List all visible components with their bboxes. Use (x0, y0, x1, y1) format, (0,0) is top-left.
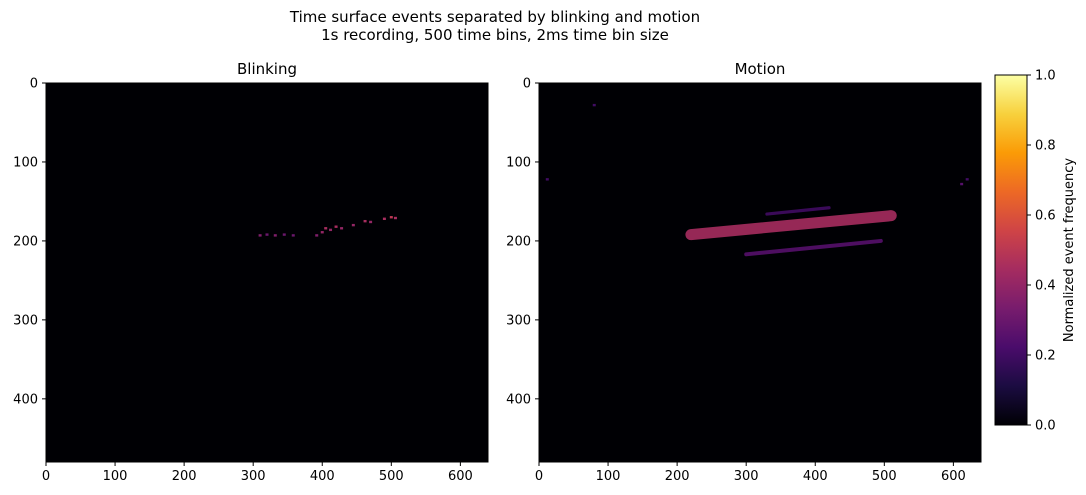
blinking-y-tick-label: 0 (30, 77, 38, 92)
blinking-event-point (258, 234, 262, 237)
motion-event-point (965, 178, 969, 181)
motion-x-tick-label: 600 (941, 469, 966, 484)
figure-title-line1: Time surface events separated by blinkin… (289, 8, 701, 26)
blinking-x-tick-label: 200 (172, 469, 197, 484)
blinking-x-tick-label: 500 (379, 469, 404, 484)
blinking-event-point (282, 233, 286, 236)
motion-y-tick-label: 200 (506, 234, 531, 249)
blinking-event-point (389, 216, 393, 219)
blinking-y-tick-label: 300 (13, 313, 38, 328)
motion-axes-frame (538, 82, 982, 463)
motion-panel: Motion 0 100 200 300 400 500 600 0 100 200 300 400 (506, 60, 982, 484)
colorbar-label: Normalized event frequency (1062, 158, 1077, 343)
blinking-event-point (324, 227, 328, 230)
blinking-axes-frame (45, 82, 489, 463)
colorbar-tick-label: 0.4 (1035, 279, 1056, 294)
blinking-event-point (393, 216, 397, 220)
motion-x-tick-label: 0 (535, 469, 543, 484)
blinking-event-point (320, 231, 324, 234)
colorbar-tick-label: 0.8 (1035, 139, 1056, 154)
blinking-x-tick-label: 600 (448, 469, 473, 484)
colorbar: 0.0 0.2 0.4 0.6 0.8 1.0 Normalized event frequ… (994, 69, 1077, 434)
motion-title: Motion (735, 60, 786, 78)
motion-y-tick-label: 300 (506, 313, 531, 328)
colorbar-tick-label: 1.0 (1035, 69, 1056, 84)
blinking-event-point (291, 234, 295, 237)
blinking-event-point (265, 233, 269, 236)
motion-x-tick-label: 200 (665, 469, 690, 484)
blinking-y-tick-label: 100 (13, 155, 38, 170)
blinking-event-point (315, 234, 319, 237)
motion-y-tick-label: 100 (506, 155, 531, 170)
motion-streak-2 (765, 206, 831, 216)
blinking-title: Blinking (237, 60, 297, 78)
blinking-x-tick-label: 0 (42, 469, 50, 484)
blinking-panel: Blinking 0 100 200 300 400 500 600 0 100 200 300 400 (13, 60, 489, 484)
blinking-x-tick-label: 100 (103, 469, 128, 484)
colorbar-frame (994, 74, 1028, 426)
blinking-event-point (351, 223, 355, 227)
motion-x-tick-label: 100 (596, 469, 621, 484)
motion-y-tick-label: 0 (523, 77, 531, 92)
blinking-event-point (329, 228, 333, 232)
motion-heatmap-area (539, 83, 981, 462)
blinking-event-point (340, 227, 344, 230)
motion-x-tick-label: 500 (872, 469, 897, 484)
blinking-x-tick-label: 400 (310, 469, 335, 484)
motion-x-tick-label: 300 (734, 469, 759, 484)
blinking-heatmap-area (46, 83, 488, 462)
colorbar-gradient (995, 75, 1027, 425)
blinking-event-point (363, 219, 367, 223)
blinking-event-point (334, 225, 338, 228)
blinking-y-tick-label: 400 (13, 392, 38, 407)
blinking-event-point (382, 217, 386, 221)
colorbar-tick-label: 0.6 (1035, 209, 1056, 224)
blinking-event-point (369, 220, 373, 224)
colorbar-tick-label: 0.2 (1035, 349, 1056, 364)
motion-streak-0 (685, 210, 897, 241)
figure-title-line2: 1s recording, 500 time bins, 2ms time bi… (321, 26, 669, 44)
motion-y-tick-label: 400 (506, 392, 531, 407)
blinking-y-tick-label: 200 (13, 234, 38, 249)
motion-event-point (592, 103, 596, 107)
motion-x-tick-label: 400 (803, 469, 828, 484)
motion-streak-1 (744, 238, 883, 257)
blinking-event-point (273, 234, 277, 237)
blinking-x-tick-label: 300 (241, 469, 266, 484)
motion-event-point (960, 182, 964, 186)
motion-event-point (545, 178, 549, 181)
colorbar-tick-label: 0.0 (1035, 419, 1056, 434)
